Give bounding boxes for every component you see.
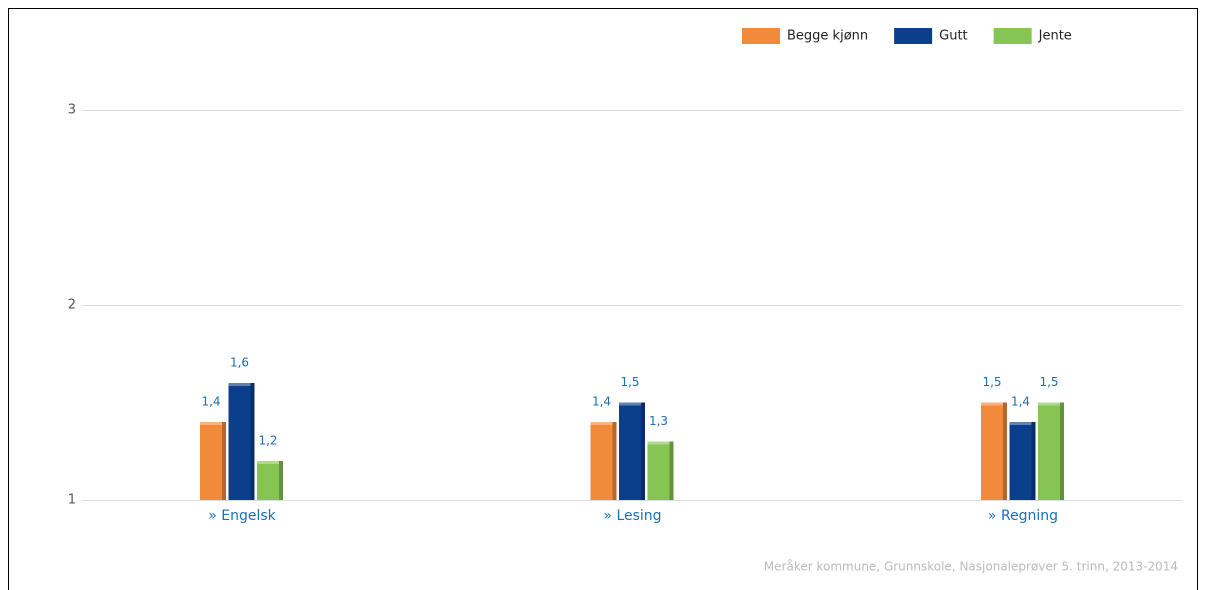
bar-highlight: [647, 441, 670, 445]
x-tick-label[interactable]: » Lesing: [603, 508, 661, 524]
bar-highlight: [619, 402, 641, 406]
bar: [200, 422, 226, 500]
source: Meråker kommune, Grunnskole, Nasjonalepr…: [764, 560, 1178, 574]
bar-shade: [250, 383, 255, 500]
value-label: 1,5: [1039, 375, 1058, 389]
frame: [8, 8, 1198, 590]
bar: [1009, 422, 1036, 500]
bar-shade: [669, 441, 674, 500]
value-label: 1,5: [620, 375, 639, 389]
bar: [590, 422, 617, 500]
bar-shade: [641, 402, 645, 500]
y-tick-label: 2: [68, 298, 76, 313]
bar-highlight: [981, 402, 1003, 406]
bar: [228, 383, 255, 500]
x-tick-label[interactable]: » Engelsk: [208, 508, 276, 524]
legend-label: Gutt: [939, 29, 968, 44]
value-label: 1,5: [982, 375, 1001, 389]
bar: [257, 461, 283, 500]
value-label: 1,6: [230, 356, 249, 370]
legend-label: Begge kjønn: [787, 29, 868, 44]
legend-swatch: [894, 28, 933, 44]
bar-shade: [1003, 402, 1007, 500]
bar: [647, 441, 674, 500]
bar-highlight: [1009, 422, 1032, 425]
bar-highlight: [200, 422, 222, 425]
bar-shade: [1031, 422, 1036, 500]
value-label: 1,2: [258, 434, 277, 448]
bar-shade: [279, 461, 283, 500]
bar-shade: [1060, 402, 1064, 500]
y-tick-label: 1: [68, 493, 76, 508]
legend-swatch: [742, 28, 780, 44]
bar-shade: [222, 422, 226, 500]
value-label: 1,4: [1011, 395, 1030, 409]
bar-shade: [612, 422, 617, 500]
y-tick-label: 3: [68, 103, 76, 118]
bar-highlight: [590, 422, 613, 425]
value-label: 1,3: [649, 414, 668, 428]
legend-label: Jente: [1038, 29, 1072, 44]
bar: [981, 402, 1007, 500]
bar: [1038, 402, 1064, 500]
value-label: 1,4: [592, 395, 611, 409]
bar: [619, 402, 645, 500]
legend-swatch: [993, 28, 1032, 44]
bar-highlight: [228, 383, 251, 386]
x-tick-label[interactable]: » Regning: [988, 508, 1058, 524]
bar-highlight: [1038, 402, 1060, 406]
value-label: 1,4: [201, 395, 220, 409]
bar-highlight: [257, 461, 279, 464]
